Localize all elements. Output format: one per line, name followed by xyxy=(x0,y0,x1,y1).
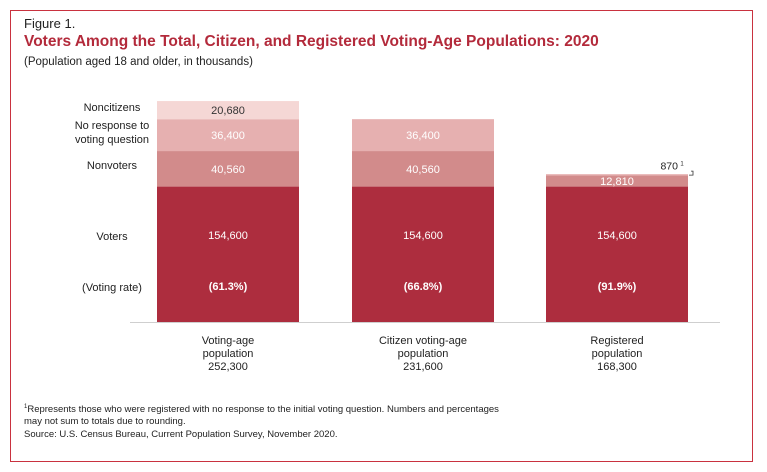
row-label-voting_rate-0: (Voting rate) xyxy=(82,282,142,294)
category-label-0-0: Voting-age xyxy=(202,335,255,347)
figure-title: Voters Among the Total, Citizen, and Reg… xyxy=(24,33,599,50)
bar-nonvoters-2 xyxy=(546,175,688,187)
row-label-nonvoters-0: Nonvoters xyxy=(87,160,138,172)
category-label-0-1: population xyxy=(203,348,254,360)
category-label-2-1: population xyxy=(592,348,643,360)
category-label-1-1: population xyxy=(398,348,449,360)
voting-rate-label-2: (91.9%) xyxy=(598,281,637,293)
value-label-no_response-2: 870 xyxy=(660,161,678,173)
value-label-nonvoters-2: 12,810 xyxy=(600,176,634,188)
value-label-nonvoters-1: 40,560 xyxy=(406,164,440,176)
callout-footnote-marker: 1 xyxy=(680,162,684,168)
bar-voters-1 xyxy=(352,186,494,322)
voting-rate-label-1: (66.8%) xyxy=(404,281,443,293)
category-total-2: 168,300 xyxy=(597,361,637,373)
category-total-1: 231,600 xyxy=(403,361,443,373)
bar-no_response-0 xyxy=(157,119,299,152)
footnote-marker: 1 xyxy=(24,404,28,410)
bar-no_response-2 xyxy=(546,174,688,176)
value-label-voters-0: 154,600 xyxy=(208,230,248,242)
voting-rate-label-0: (61.3%) xyxy=(209,281,248,293)
figure-label: Figure 1. xyxy=(24,16,76,31)
row-label-no_response-1: voting question xyxy=(75,134,149,146)
bar-nonvoters-1 xyxy=(352,151,494,187)
row-label-noncitizens-0: Noncitizens xyxy=(84,102,141,114)
footnote-text-1: Represents those who were registered wit… xyxy=(27,404,499,416)
value-label-nonvoters-0: 40,560 xyxy=(211,164,245,176)
bar-nonvoters-0 xyxy=(157,151,299,187)
row-label-no_response-0: No response to xyxy=(75,120,150,132)
bar-noncitizens-0 xyxy=(157,101,299,120)
callout-bracket xyxy=(689,170,694,176)
category-total-0: 252,300 xyxy=(208,361,248,373)
value-label-no_response-1: 36,400 xyxy=(406,130,440,142)
bar-voters-0 xyxy=(157,186,299,322)
value-label-voters-2: 154,600 xyxy=(597,230,637,242)
value-label-voters-1: 154,600 xyxy=(403,230,443,242)
value-label-no_response-0: 36,400 xyxy=(211,130,245,142)
footnote-line-2: may not sum to totals due to rounding. xyxy=(24,416,186,427)
value-label-noncitizens-0: 20,680 xyxy=(211,105,245,117)
row-label-voters-0: Voters xyxy=(96,231,128,243)
figure-subtitle: (Population aged 18 and older, in thousa… xyxy=(24,56,253,68)
bar-voters-2 xyxy=(546,186,688,322)
category-label-2-0: Registered xyxy=(590,335,643,347)
bar-no_response-1 xyxy=(352,119,494,152)
footnote-line-1: 1Represents those who were registered wi… xyxy=(24,404,499,415)
source-note: Source: U.S. Census Bureau, Current Popu… xyxy=(24,429,338,440)
category-label-1-0: Citizen voting-age xyxy=(379,335,467,347)
